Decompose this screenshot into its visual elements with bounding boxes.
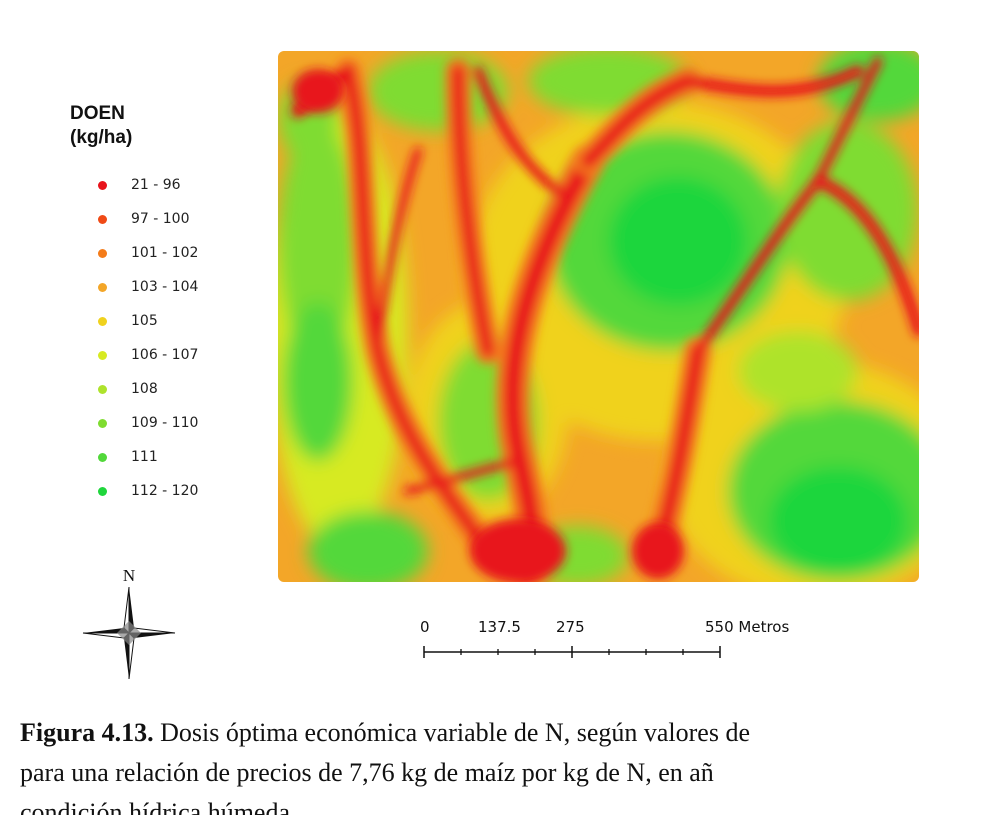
legend-swatch: [98, 486, 107, 496]
legend-item: 111: [70, 440, 260, 474]
map-legend: DOEN (kg/ha) 21 - 96 97 - 100 101 - 102 103…: [70, 102, 260, 508]
map-lowlands: [292, 69, 684, 582]
legend-label: 106 - 107: [131, 347, 199, 363]
legend-item: 109 - 110: [70, 406, 260, 440]
legend-title-line1: DOEN: [70, 103, 125, 124]
legend-label: 105: [131, 313, 158, 329]
legend-label: 101 - 102: [131, 245, 199, 261]
legend-swatch: [98, 214, 107, 224]
legend-swatch: [98, 452, 107, 462]
legend-swatch: [98, 350, 107, 360]
caption-line3: condición hídrica húmeda.: [20, 798, 297, 815]
legend-label: 112 - 120: [131, 483, 199, 499]
legend-label: 97 - 100: [131, 211, 190, 227]
legend-item: 97 - 100: [70, 202, 260, 236]
scale-label-0: 0: [420, 618, 430, 636]
caption-line1-text: Dosis óptima económica variable de N, se…: [153, 718, 750, 747]
scale-bar: 0 137.5 275 550 Metros: [410, 618, 789, 668]
doen-map: [278, 51, 919, 582]
legend-item: 21 - 96: [70, 168, 260, 202]
legend-item: 103 - 104: [70, 270, 260, 304]
compass-rose-icon: [82, 586, 176, 680]
figure-label: Figura 4.13.: [20, 718, 154, 747]
legend-label: 108: [131, 381, 158, 397]
map-canvas: [278, 51, 919, 582]
north-arrow: N: [80, 563, 180, 683]
legend-swatch: [98, 384, 107, 394]
legend-swatch: [98, 418, 107, 428]
scale-ruler: [423, 646, 721, 658]
legend-label: 111: [131, 449, 158, 465]
legend-swatch: [98, 282, 107, 292]
legend-list: 21 - 96 97 - 100 101 - 102 103 - 104 105 106 …: [70, 168, 260, 508]
legend-title-line2: (kg/ha): [70, 127, 133, 148]
legend-label: 109 - 110: [131, 415, 199, 431]
legend-item: 106 - 107: [70, 338, 260, 372]
legend-swatch: [98, 248, 107, 258]
legend-item: 105: [70, 304, 260, 338]
legend-swatch: [98, 316, 107, 326]
scale-label-550: 550 Metros: [705, 618, 790, 636]
legend-label: 21 - 96: [131, 177, 181, 193]
legend-label: 103 - 104: [131, 279, 199, 295]
map-zones: [278, 51, 919, 582]
scale-label-275: 275: [556, 618, 585, 636]
caption-line2: para una relación de precios de 7,76 kg …: [20, 758, 714, 787]
legend-item: 101 - 102: [70, 236, 260, 270]
legend-item: 112 - 120: [70, 474, 260, 508]
north-label: N: [123, 566, 135, 585]
scale-label-137: 137.5: [478, 618, 521, 636]
legend-swatch: [98, 180, 107, 190]
figure-caption: Figura 4.13. Dosis óptima económica vari…: [20, 713, 988, 815]
caption-line1: Figura 4.13. Dosis óptima económica vari…: [20, 713, 988, 753]
legend-title: DOEN (kg/ha): [70, 102, 260, 150]
legend-item: 108: [70, 372, 260, 406]
